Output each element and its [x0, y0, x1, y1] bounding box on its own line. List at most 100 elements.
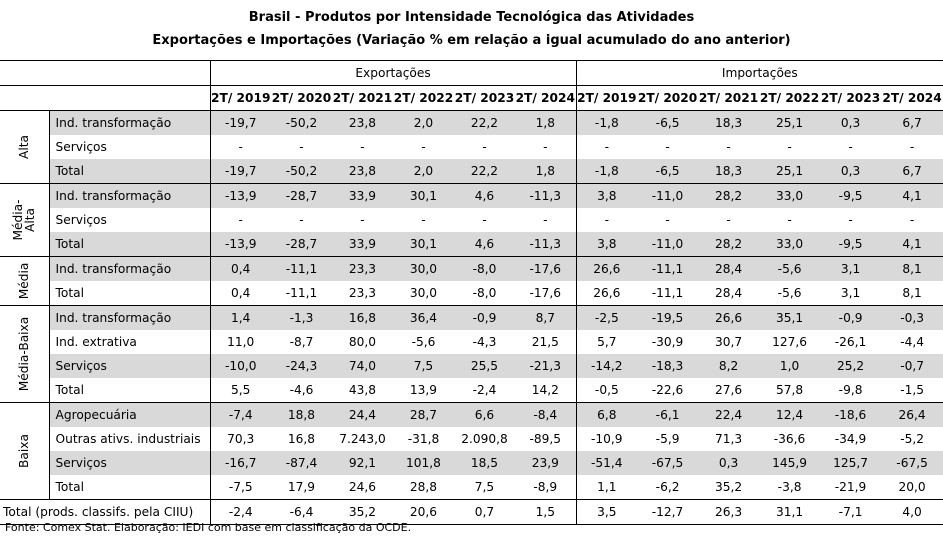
import-value-cell: -19,5 [637, 305, 699, 330]
import-value-cell: 18,3 [698, 159, 760, 184]
import-value-cell: 4,0 [881, 499, 943, 525]
table-row: Serviços -10,0 -24,3 74,0 7,5 25,5 -21,3 -14,2-… [0, 354, 943, 378]
import-value-cell: -5,9 [655, 432, 680, 446]
import-value-cell: -4,4 [900, 335, 924, 349]
export-value-cell: 80,0 [348, 335, 377, 349]
table-row: Ind. extrativa 11,0 -8,7 80,0 -5,6 -4,3 21,5 5,… [0, 330, 943, 354]
export-value-cell: -2,4 [210, 499, 271, 525]
section-header-exports: Exportações [210, 60, 577, 86]
group-label-cell: Média- Alta [0, 183, 50, 257]
table-row: Serviços - - - - - - - - - - - - [0, 208, 943, 232]
export-value-cell: - [299, 140, 304, 154]
period-header: 2T/ 2019 [576, 85, 638, 111]
import-value-cell: -3,8 [759, 475, 821, 500]
import-value-cell: -26,1 [834, 335, 867, 349]
export-value-cell: -6,4 [271, 499, 332, 525]
import-value-cell: 145,9 [759, 451, 821, 475]
export-value-cell: 70,3 [227, 432, 255, 446]
export-value-cell: 24,4 [332, 402, 393, 427]
import-value-cell: 3,1 [820, 281, 882, 306]
group-label-line: Média-Baixa [17, 316, 32, 392]
export-value-cell: 30,1 [393, 183, 454, 208]
import-value-cell: - [726, 140, 731, 154]
import-value-cell: 71,3 [714, 432, 743, 446]
table-row: Total -13,9 -28,7 33,9 30,1 4,6 -11,3 3,8 -11,0 2… [0, 232, 943, 257]
import-value-cell: 25,2 [820, 354, 882, 378]
import-value-cell: -51,4 [576, 451, 638, 475]
period-header: 2T/ 2024 [515, 85, 577, 111]
import-value-cell: -36,6 [773, 432, 806, 446]
export-value-cell: -28,7 [271, 232, 332, 257]
row-label: Total [49, 159, 211, 184]
group-label-cell: Alta [0, 110, 50, 184]
import-value-cell: -30,9 [651, 335, 684, 349]
import-value-cell: -67,5 [881, 451, 943, 475]
export-value-cell: -21,3 [515, 354, 577, 378]
import-value-cell: 125,7 [820, 451, 882, 475]
export-value-cell: 23,3 [332, 256, 393, 281]
row-label: Ind. transformação [49, 110, 211, 135]
import-value-cell: 26,6 [576, 256, 638, 281]
import-value-cell: 57,8 [759, 378, 821, 403]
table-row: Total 0,4 -11,1 23,3 30,0 -8,0 -17,6 26,6 -11,1 2… [0, 281, 943, 306]
export-value-cell: 18,8 [271, 402, 332, 427]
import-value-cell: -22,6 [637, 378, 699, 403]
export-value-cell: 24,6 [332, 475, 393, 500]
row-label: Total [49, 232, 211, 257]
export-value-cell: 0,7 [454, 499, 515, 525]
import-value-cell: 4,1 [881, 183, 943, 208]
export-value-cell: 33,9 [332, 183, 393, 208]
table-row: Total -19,7 -50,2 23,8 2,0 22,2 1,8 -1,8 -6,5 18,… [0, 159, 943, 184]
export-value-cell: - [515, 135, 577, 159]
table-row: Baixa Agropecuária -7,4 18,8 24,4 28,7 6,6 -8,4… [0, 402, 943, 500]
period-header: 2T/ 2020 [271, 85, 332, 111]
group-label-line: Média [17, 262, 32, 300]
export-value-cell: 7,5 [454, 475, 515, 500]
export-value-cell: 7,5 [393, 354, 454, 378]
import-value-cell: -0,5 [576, 378, 638, 403]
import-value-cell: 12,4 [759, 402, 821, 427]
table-row: Serviços - - - - - - - - - - - - [0, 135, 943, 159]
row-label: Total [49, 378, 211, 403]
period-header: 2T/ 2020 [637, 85, 699, 111]
export-value-cell: 22,2 [454, 159, 515, 184]
export-value-cell: -11,1 [271, 281, 332, 306]
period-header: 2T/ 2022 [393, 85, 454, 111]
import-value-cell: -12,7 [637, 499, 699, 525]
row-label: Ind. transformação [49, 183, 211, 208]
import-value-cell: -10,9 [591, 432, 623, 446]
import-value-cell: 4,1 [881, 232, 943, 257]
export-value-cell: 23,3 [332, 281, 393, 306]
export-value-cell: 17,9 [271, 475, 332, 500]
export-value-cell: -24,3 [271, 354, 332, 378]
import-value-cell: -5,6 [759, 281, 821, 306]
export-value-cell: -2,4 [454, 378, 515, 403]
import-value-cell: - [909, 140, 915, 154]
section-header-row: Exportações Importações [0, 60, 943, 86]
import-value-cell: 8,1 [881, 256, 943, 281]
table-row: Serviços -16,7 -87,4 92,1 101,8 18,5 23,9 -51,4… [0, 451, 943, 475]
table-subtitle: Exportações e Importações (Variação % em… [152, 33, 791, 48]
export-value-cell: - [360, 140, 365, 154]
import-value-cell: - [665, 213, 670, 227]
import-value-cell: -1,5 [881, 378, 943, 403]
export-value-cell: 8,7 [515, 305, 577, 330]
export-value-cell: 33,9 [332, 232, 393, 257]
import-value-cell: - [787, 140, 792, 154]
export-value-cell: 28,8 [393, 475, 454, 500]
import-value-cell: 0,3 [820, 159, 882, 184]
import-value-cell: 1,1 [576, 475, 638, 500]
import-value-cell: -14,2 [576, 354, 638, 378]
export-value-cell: -5,6 [411, 335, 436, 349]
import-value-cell: -1,8 [576, 159, 638, 184]
import-value-cell: 28,2 [698, 232, 760, 257]
row-label: Serviços [49, 208, 211, 232]
import-value-cell: 33,0 [759, 183, 821, 208]
group-label: Alta [17, 135, 31, 159]
grand-total-row: Total (prods. classifs. pela CIIU) -2,4 -6… [0, 499, 943, 525]
export-value-cell: -4,6 [271, 378, 332, 403]
export-value-cell: -31,8 [407, 432, 440, 446]
export-value-cell: 11,0 [227, 335, 255, 349]
export-value-cell: 23,9 [515, 451, 577, 475]
import-value-cell: -6,2 [637, 475, 699, 500]
